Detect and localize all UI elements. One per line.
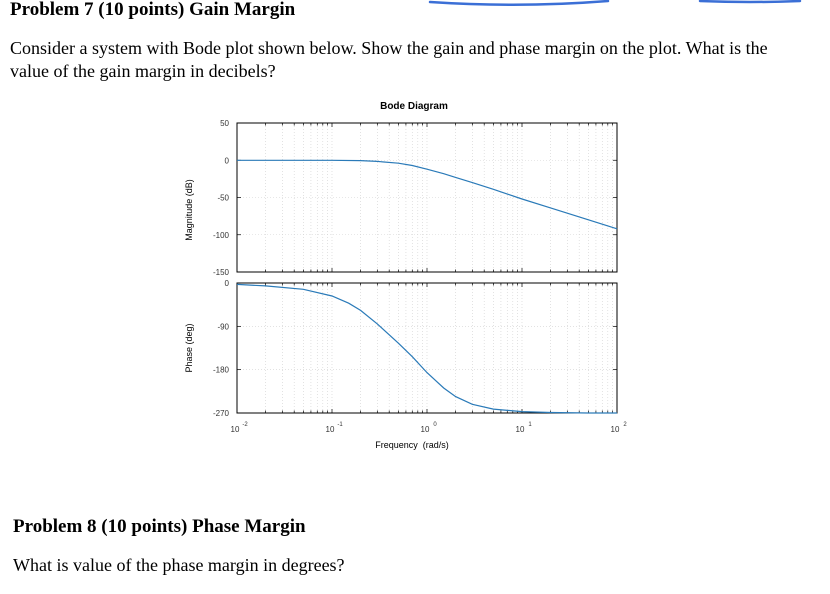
x-tick-label: 10 xyxy=(516,425,525,434)
x-tick-exponent: -2 xyxy=(242,422,248,428)
y-tick-label: -150 xyxy=(213,268,230,277)
pen-scribble-marks xyxy=(428,0,802,7)
phase-curve xyxy=(236,283,617,414)
plot-frame xyxy=(236,122,618,273)
y-tick-label: 0 xyxy=(225,279,230,288)
y-tick-label: -100 xyxy=(213,231,230,240)
scribble-stroke xyxy=(428,0,610,7)
y-tick-label: -270 xyxy=(213,409,230,418)
y-tick-label: -50 xyxy=(217,194,229,203)
x-tick-exponent: -1 xyxy=(337,422,343,428)
magnitude-plot: 50 0 -50 -100 -150 xyxy=(213,119,618,277)
y-tick-label: -180 xyxy=(213,366,230,375)
x-tick-label: 10 xyxy=(611,425,620,434)
problem8-text: What is value of the phase margin in deg… xyxy=(13,555,345,575)
scribble-stroke xyxy=(698,0,802,4)
x-tick-exponent: 0 xyxy=(433,422,437,428)
bode-plot: Bode Diagram Magnitude (dB) Phase (deg) … xyxy=(184,101,627,450)
x-tick-label: 10 xyxy=(231,425,240,434)
chart-title: Bode Diagram xyxy=(380,101,448,112)
x-tick-label: 10 xyxy=(326,425,335,434)
x-tick-label: 10 xyxy=(421,425,430,434)
y-tick-label: -90 xyxy=(217,322,229,331)
phase-axis-label: Phase (deg) xyxy=(184,323,194,372)
y-tick-label: 0 xyxy=(225,156,230,165)
magnitude-curve xyxy=(237,159,618,230)
x-tick-exponent: 2 xyxy=(623,422,627,428)
y-tick-label: 50 xyxy=(220,119,229,128)
x-tick-exponent: 1 xyxy=(528,422,532,428)
magnitude-axis-label: Magnitude (dB) xyxy=(184,179,194,241)
x-axis-label: Frequency (rad/s) xyxy=(375,440,449,450)
plot-frame xyxy=(236,282,618,414)
problem7-text: Consider a system with Bode plot shown b… xyxy=(10,38,768,81)
problem7-title: Problem 7 (10 points) Gain Margin xyxy=(10,0,296,20)
problem8-title: Problem 8 (10 points) Phase Margin xyxy=(13,516,306,537)
